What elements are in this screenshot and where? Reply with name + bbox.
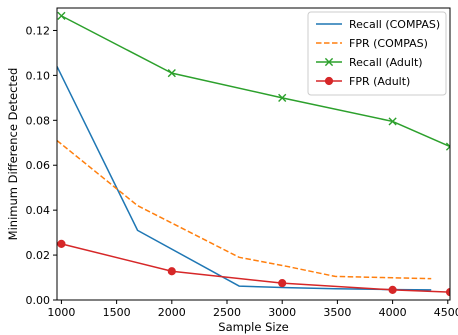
legend-item-recall-adult: Recall (Adult) — [316, 56, 423, 69]
legend-marker-fpr-adult — [324, 76, 334, 86]
x-tick-label: 1000 — [47, 306, 75, 319]
data-point-recall-adult — [278, 93, 287, 102]
data-point-recall-adult — [57, 11, 66, 20]
data-point-fpr-adult — [167, 267, 176, 276]
data-point-recall-adult — [388, 117, 397, 126]
legend-label-fpr-adult: FPR (Adult) — [349, 75, 410, 88]
series-recall-adult — [57, 11, 450, 151]
y-tick-label: 0.04 — [26, 204, 51, 217]
y-tick-label: 0.00 — [26, 294, 51, 307]
x-tick-label: 2000 — [158, 306, 186, 319]
legend-item-fpr-compas: FPR (COMPAS) — [316, 37, 428, 50]
legend-label-recall-compas: Recall (COMPAS) — [349, 18, 440, 31]
x-tick-label: 3500 — [323, 306, 351, 319]
y-axis-label: Minimum Difference Detected — [6, 68, 20, 241]
y-tick-label: 0.02 — [26, 249, 51, 262]
data-point-recall-adult — [167, 69, 176, 78]
data-point-fpr-adult — [278, 279, 287, 288]
x-tick-label: 2500 — [213, 306, 241, 319]
series-fpr-compas — [57, 139, 432, 280]
x-tick-label: 1500 — [103, 306, 131, 319]
legend-marker-recall-adult — [324, 57, 334, 67]
y-tick-label: 0.12 — [26, 24, 51, 37]
x-axis-label: Sample Size — [218, 320, 288, 334]
series-line-fpr-adult — [61, 243, 450, 293]
legend-label-fpr-compas: FPR (COMPAS) — [349, 37, 428, 50]
x-tick-label: 4000 — [379, 306, 407, 319]
legend: Recall (COMPAS) FPR (COMPAS) Recall (Adult… — [307, 11, 447, 96]
series-layer — [57, 11, 450, 297]
series-fpr-adult — [57, 239, 450, 297]
legend-box — [307, 11, 447, 96]
data-point-recall-adult — [445, 142, 450, 151]
y-tick-label: 0.10 — [26, 69, 51, 82]
legend-label-recall-adult: Recall (Adult) — [349, 56, 423, 69]
legend-item-recall-compas: Recall (COMPAS) — [316, 18, 440, 31]
data-point-fpr-adult — [388, 285, 397, 294]
y-tick-label: 0.08 — [26, 114, 51, 127]
y-tick-label: 0.06 — [26, 159, 51, 172]
series-line-fpr-compas — [57, 139, 432, 280]
x-tick-label: 3000 — [268, 306, 296, 319]
legend-item-fpr-adult: FPR (Adult) — [316, 75, 410, 88]
data-point-fpr-adult — [57, 239, 66, 248]
axes-frame — [56, 7, 451, 301]
